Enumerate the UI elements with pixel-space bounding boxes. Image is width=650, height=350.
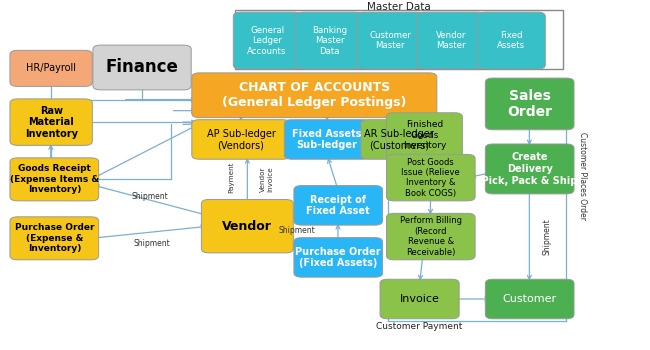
FancyBboxPatch shape xyxy=(294,238,383,277)
Text: AR Sub-ledger
(Customers): AR Sub-ledger (Customers) xyxy=(364,129,434,150)
Text: Customer Payment: Customer Payment xyxy=(376,322,463,331)
FancyBboxPatch shape xyxy=(417,12,485,69)
Text: Finance: Finance xyxy=(105,58,179,77)
FancyBboxPatch shape xyxy=(486,144,574,194)
FancyBboxPatch shape xyxy=(356,12,424,69)
Text: AP Sub-ledger
(Vendors): AP Sub-ledger (Vendors) xyxy=(207,129,276,150)
Text: Vendor
Invoice: Vendor Invoice xyxy=(260,167,273,192)
FancyBboxPatch shape xyxy=(486,78,574,130)
FancyBboxPatch shape xyxy=(387,214,475,260)
Text: Fixed
Assets: Fixed Assets xyxy=(497,31,526,50)
Text: Fixed Assets
Sub-ledger: Fixed Assets Sub-ledger xyxy=(292,129,362,150)
Text: HR/Payroll: HR/Payroll xyxy=(26,63,76,74)
Text: Shipment: Shipment xyxy=(279,226,315,235)
Text: Raw
Material
Inventory: Raw Material Inventory xyxy=(25,105,77,139)
Text: Banking
Master
Data: Banking Master Data xyxy=(312,26,347,56)
Text: Customer
Master: Customer Master xyxy=(369,31,411,50)
FancyBboxPatch shape xyxy=(380,279,459,319)
FancyBboxPatch shape xyxy=(233,12,301,69)
FancyBboxPatch shape xyxy=(93,45,191,90)
Text: Shipment: Shipment xyxy=(133,239,170,248)
FancyBboxPatch shape xyxy=(192,120,290,159)
Text: Shipment: Shipment xyxy=(132,192,169,201)
FancyBboxPatch shape xyxy=(284,120,370,159)
FancyBboxPatch shape xyxy=(387,113,462,158)
Text: Sales
Order: Sales Order xyxy=(507,89,552,119)
FancyBboxPatch shape xyxy=(202,199,293,253)
Text: Invoice: Invoice xyxy=(400,294,439,304)
Text: General
Ledger
Accounts: General Ledger Accounts xyxy=(248,26,287,56)
FancyBboxPatch shape xyxy=(296,12,363,69)
FancyBboxPatch shape xyxy=(486,279,574,319)
Text: Perform Billing
(Record
Revenue &
Receivable): Perform Billing (Record Revenue & Receiv… xyxy=(400,217,462,257)
FancyBboxPatch shape xyxy=(478,12,545,69)
FancyBboxPatch shape xyxy=(235,10,563,69)
FancyBboxPatch shape xyxy=(10,99,92,145)
Text: Shipment: Shipment xyxy=(543,218,552,255)
Text: Create
Delivery
(Pick, Pack & Ship): Create Delivery (Pick, Pack & Ship) xyxy=(477,152,582,186)
Text: Customer: Customer xyxy=(502,294,557,304)
Text: Goods Receipt
(Expense Items &
Inventory): Goods Receipt (Expense Items & Inventory… xyxy=(10,164,99,194)
Text: Master Data: Master Data xyxy=(367,2,431,12)
Text: Finished
Goods
Inventory: Finished Goods Inventory xyxy=(403,120,446,150)
Text: Purchase Order
(Expense &
Inventory): Purchase Order (Expense & Inventory) xyxy=(14,223,94,253)
Text: Payment: Payment xyxy=(228,162,235,193)
FancyBboxPatch shape xyxy=(387,154,475,201)
FancyBboxPatch shape xyxy=(294,186,383,225)
FancyBboxPatch shape xyxy=(10,158,99,201)
Text: Receipt of
Fixed Asset: Receipt of Fixed Asset xyxy=(306,195,370,216)
FancyBboxPatch shape xyxy=(192,73,437,118)
FancyBboxPatch shape xyxy=(361,120,437,159)
Text: Purchase Order
(Fixed Assets): Purchase Order (Fixed Assets) xyxy=(296,247,381,268)
Text: Post Goods
Issue (Relieve
Inventory &
Book COGS): Post Goods Issue (Relieve Inventory & Bo… xyxy=(402,158,460,198)
FancyBboxPatch shape xyxy=(10,50,92,86)
Text: Vendor
Master: Vendor Master xyxy=(436,31,466,50)
FancyBboxPatch shape xyxy=(10,217,99,260)
Text: Customer Places Order: Customer Places Order xyxy=(578,132,587,220)
Text: CHART OF ACCOUNTS
(General Ledger Postings): CHART OF ACCOUNTS (General Ledger Postin… xyxy=(222,81,406,109)
Text: Vendor: Vendor xyxy=(222,220,272,233)
